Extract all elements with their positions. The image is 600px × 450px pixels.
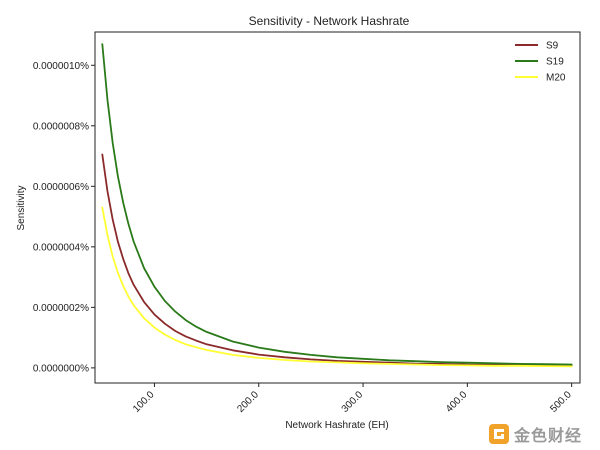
x-axis-label: Network Hashrate (EH) [285, 420, 388, 431]
x-axis: 100.0 200.0 300.0 400.0 500.0 [131, 383, 574, 415]
legend-label-m20: M20 [546, 73, 566, 84]
y-axis-label: Sensitivity [16, 185, 27, 230]
x-tick-label: 500.0 [548, 389, 574, 415]
y-tick-label: 0.0000008% [33, 121, 89, 132]
watermark-text: 金色财经 [514, 426, 583, 445]
y-tick-label: 0.0000010% [33, 61, 89, 72]
x-tick-label: 300.0 [340, 389, 366, 415]
y-axis: 0.0000000% 0.0000002% 0.0000004% 0.0000006%… [33, 61, 95, 374]
x-tick-label: 200.0 [235, 389, 261, 415]
y-tick-label: 0.0000006% [33, 182, 89, 193]
gold-logo-icon [489, 424, 509, 444]
watermark: 金色财经 [488, 422, 582, 446]
series-line-s19 [101, 43, 573, 366]
legend-label-s19: S19 [546, 57, 564, 68]
legend: S9 S19 M20 [515, 41, 566, 84]
y-tick-label: 0.0000000% [33, 363, 89, 374]
y-tick-label: 0.0000004% [33, 242, 89, 253]
series-line-s9 [101, 153, 573, 367]
plot-area [94, 31, 581, 384]
y-tick-label: 0.0000002% [33, 303, 89, 314]
legend-label-s9: S9 [546, 41, 559, 52]
chart-title: Sensitivity - Network Hashrate [249, 14, 410, 28]
x-tick-label: 100.0 [131, 389, 157, 415]
series-lines [101, 43, 573, 368]
series-line-m20 [101, 206, 573, 368]
x-tick-label: 400.0 [444, 389, 470, 415]
